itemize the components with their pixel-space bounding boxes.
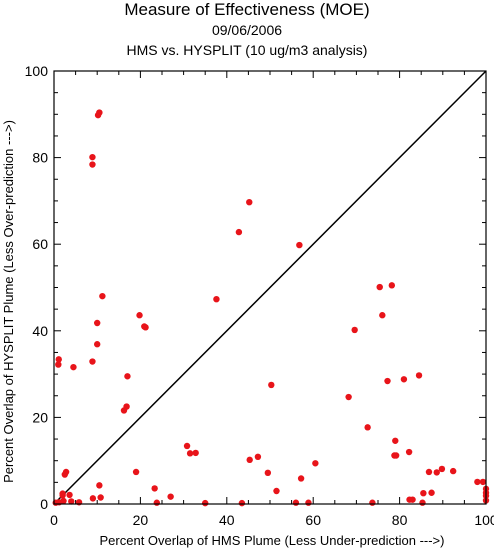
x-axis-label: Percent Overlap of HMS Plume (Less Under… <box>100 533 445 548</box>
data-point <box>89 161 96 168</box>
data-point <box>369 499 376 506</box>
data-point <box>474 478 481 486</box>
data-point <box>428 489 435 496</box>
data-point <box>120 407 128 414</box>
data-point <box>142 324 149 331</box>
data-point <box>68 498 75 505</box>
y-tick-label: 60 <box>32 236 48 252</box>
data-point <box>151 485 158 492</box>
data-point <box>89 358 96 365</box>
chart-subtitle: HMS vs. HYSPLIT (10 ug/m3 analysis) <box>126 42 368 58</box>
data-point <box>246 198 253 206</box>
y-tick-label: 100 <box>25 63 49 79</box>
x-tick-label: 60 <box>305 512 321 528</box>
chart-date: 09/06/2006 <box>211 22 283 38</box>
data-point <box>192 449 199 457</box>
x-tick-label: 40 <box>219 512 235 528</box>
data-point <box>97 494 104 501</box>
data-point <box>345 393 352 401</box>
data-point <box>186 450 194 457</box>
data-point <box>238 499 246 507</box>
y-tick-label: 0 <box>40 496 48 512</box>
data-point <box>379 312 386 319</box>
data-point <box>400 376 408 383</box>
data-point <box>376 283 383 291</box>
data-point <box>55 361 62 368</box>
data-point <box>296 241 303 249</box>
data-point <box>59 492 66 499</box>
x-tick-label: 20 <box>133 512 149 528</box>
data-point <box>292 499 300 506</box>
data-point <box>62 468 70 476</box>
data-point <box>438 465 446 473</box>
data-point <box>415 372 423 379</box>
data-point <box>419 499 426 506</box>
data-point <box>433 469 440 476</box>
data-point <box>312 460 319 467</box>
data-point <box>213 295 220 303</box>
data-point <box>55 356 62 363</box>
data-points <box>52 109 490 507</box>
chart-title: Measure of Effectiveness (MOE) <box>124 0 370 19</box>
data-point <box>89 153 96 161</box>
data-point <box>420 489 427 497</box>
x-tick-label: 100 <box>474 512 494 528</box>
x-tick-label: 0 <box>50 512 58 528</box>
data-point <box>246 456 253 464</box>
y-tick-label: 40 <box>32 323 48 339</box>
data-point <box>60 497 67 505</box>
data-point <box>388 282 396 289</box>
data-point <box>202 499 209 507</box>
data-point <box>364 424 371 431</box>
data-point <box>273 487 280 495</box>
data-point <box>183 442 191 450</box>
data-point <box>167 493 174 500</box>
plot-frame <box>53 70 487 505</box>
y-tick-label: 20 <box>32 409 48 425</box>
data-point <box>268 381 275 389</box>
data-point <box>384 377 391 385</box>
data-point <box>297 475 305 482</box>
data-point <box>449 467 457 475</box>
tick-labels: 0 20 40 60 80 100 0 20 40 60 80 100 <box>25 63 494 528</box>
data-point <box>264 469 272 477</box>
data-point <box>405 448 413 456</box>
data-point <box>351 326 358 334</box>
data-point <box>136 312 143 319</box>
data-point <box>66 491 73 499</box>
data-point <box>132 468 140 476</box>
data-point <box>94 111 102 119</box>
data-point <box>254 453 262 461</box>
reference-diagonal-line <box>53 70 487 505</box>
data-point <box>409 496 416 503</box>
data-point <box>96 482 103 489</box>
data-point <box>392 452 400 459</box>
data-point <box>235 228 243 236</box>
y-tick-label: 80 <box>32 150 48 166</box>
data-point <box>94 341 101 348</box>
data-point <box>479 478 487 486</box>
data-point <box>153 499 161 506</box>
data-point <box>89 495 97 502</box>
data-point <box>305 499 312 506</box>
data-point <box>124 373 131 380</box>
data-point <box>392 437 399 444</box>
data-point <box>70 363 77 371</box>
data-point <box>425 468 433 476</box>
data-point <box>94 319 101 327</box>
y-axis-label: Percent Overlap of HYSPLIT Plume (Less O… <box>1 120 16 483</box>
data-point <box>99 292 106 300</box>
x-tick-label: 80 <box>392 512 408 528</box>
